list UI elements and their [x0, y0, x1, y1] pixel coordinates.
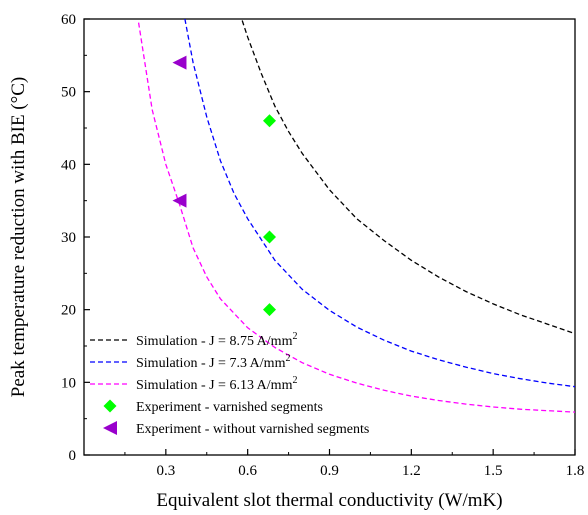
x-tick-label: 0.3	[156, 463, 175, 479]
x-tick-label: 1.5	[484, 463, 503, 479]
data-point-varnished	[262, 303, 276, 317]
axis-ticks: 0.3 0.6 0.9 1.2 1.5 1.8 0 10 20 30 40 50 60	[61, 12, 584, 479]
y-tick-label: 20	[61, 303, 76, 319]
series-line-1	[241, 20, 575, 335]
y-tick-label: 30	[61, 230, 76, 246]
legend-marker-unvarnished	[103, 421, 117, 435]
x-axis-title: Equivalent slot thermal conductivity (W/…	[156, 490, 502, 511]
x-tick-label: 0.9	[320, 463, 339, 479]
legend: Simulation - J = 8.75 A/mm2 Simulation - …	[90, 331, 369, 437]
legend-label-1: Simulation - J = 8.75 A/mm2	[136, 331, 297, 349]
data-point-varnished	[262, 114, 276, 128]
legend-label-2: Simulation - J = 7.3 A/mm2	[136, 353, 290, 371]
y-tick-label: 50	[61, 85, 76, 101]
series-layer	[137, 19, 575, 413]
y-tick-label: 60	[61, 12, 76, 28]
x-tick-label: 1.2	[402, 463, 421, 479]
y-tick-label: 40	[61, 157, 76, 173]
x-tick-label: 1.8	[566, 463, 585, 479]
data-point-unvarnished	[172, 193, 187, 208]
data-point-unvarnished	[172, 55, 187, 70]
markers-layer	[172, 55, 276, 317]
legend-marker-varnished	[103, 399, 117, 413]
x-tick-label: 0.6	[238, 463, 257, 479]
legend-label-3: Simulation - J = 6.13 A/mm2	[136, 375, 297, 393]
y-tick-label: 10	[61, 375, 76, 391]
series-line-3	[137, 22, 575, 413]
y-axis-title: Peak temperature reduction with BIE (°C)	[8, 77, 29, 397]
y-tick-label: 0	[69, 448, 77, 464]
legend-label-4: Experiment - varnished segments	[136, 400, 323, 415]
series-line-2	[184, 19, 575, 388]
legend-label-5: Experiment - without varnished segments	[136, 422, 369, 437]
data-point-varnished	[262, 230, 276, 244]
